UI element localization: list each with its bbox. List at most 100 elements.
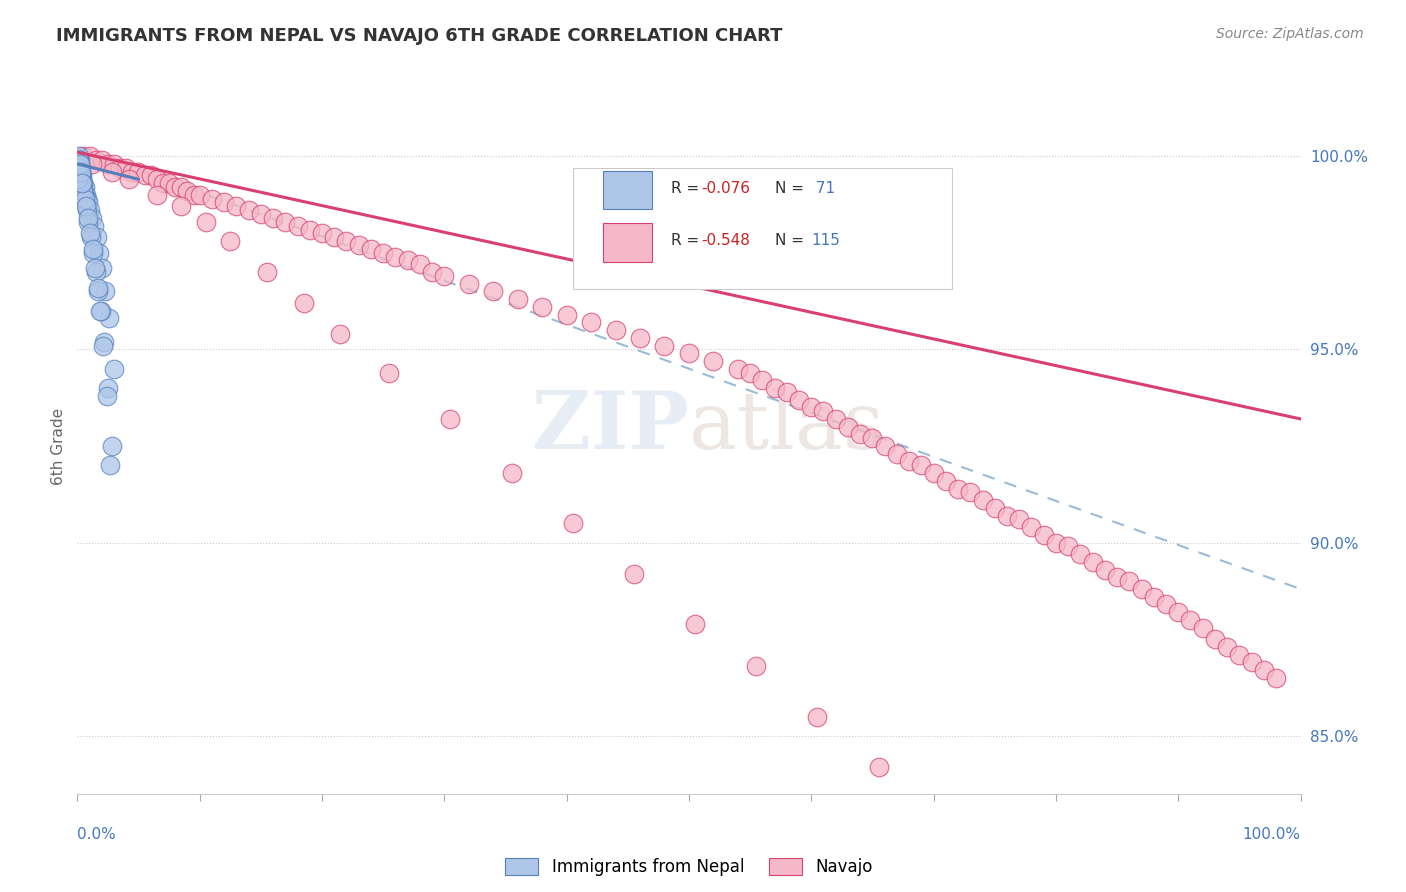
Point: [80, 211, 103, 225]
Point: [67, 149, 90, 163]
Point: [776, 384, 799, 399]
Point: [360, 242, 382, 256]
Point: [72, 184, 94, 198]
Point: [1021, 520, 1043, 534]
Point: [972, 493, 994, 508]
Point: [77, 195, 100, 210]
Point: [79, 227, 101, 241]
Point: [935, 474, 957, 488]
Point: [605, 323, 627, 337]
Point: [146, 172, 169, 186]
Point: [134, 169, 156, 183]
Point: [194, 215, 217, 229]
Point: [910, 458, 932, 473]
Point: [1204, 632, 1226, 647]
Point: [188, 187, 211, 202]
Point: [1167, 605, 1189, 619]
Point: [1191, 621, 1213, 635]
Point: [67, 157, 90, 171]
Point: [170, 180, 193, 194]
Point: [73, 180, 96, 194]
Point: [90, 153, 112, 167]
Point: [262, 211, 284, 225]
Point: [561, 516, 583, 531]
Text: ZIP: ZIP: [531, 388, 689, 466]
Bar: [603, 171, 652, 210]
Point: [118, 172, 141, 186]
Text: 0.0%: 0.0%: [77, 827, 117, 841]
Point: [886, 447, 908, 461]
Point: [75, 195, 97, 210]
Point: [1008, 512, 1031, 526]
Point: [745, 659, 768, 673]
Point: [396, 253, 419, 268]
Point: [76, 211, 98, 225]
Point: [76, 203, 98, 218]
Point: [256, 265, 278, 279]
Point: [1180, 613, 1202, 627]
Point: [96, 389, 118, 403]
Point: [378, 366, 401, 380]
Point: [165, 180, 187, 194]
Point: [89, 245, 111, 260]
Text: R =: R =: [671, 181, 704, 196]
Point: [1118, 574, 1140, 589]
Point: [409, 257, 432, 271]
Point: [371, 245, 394, 260]
Point: [75, 199, 97, 213]
Legend: Immigrants from Nepal, Navajo: Immigrants from Nepal, Navajo: [498, 851, 880, 882]
Point: [67, 169, 90, 183]
Point: [824, 412, 846, 426]
Point: [100, 439, 122, 453]
Point: [439, 412, 461, 426]
Point: [862, 431, 884, 445]
Point: [70, 176, 93, 190]
Text: 71: 71: [811, 181, 835, 196]
Point: [67, 161, 90, 175]
Text: -0.076: -0.076: [702, 181, 751, 196]
Text: -0.548: -0.548: [702, 233, 749, 248]
Point: [82, 245, 104, 260]
Point: [86, 230, 108, 244]
Point: [837, 419, 859, 434]
Bar: [603, 223, 652, 261]
Point: [1094, 563, 1116, 577]
Text: IMMIGRANTS FROM NEPAL VS NAVAJO 6TH GRADE CORRELATION CHART: IMMIGRANTS FROM NEPAL VS NAVAJO 6TH GRAD…: [56, 27, 783, 45]
Point: [555, 308, 578, 322]
Point: [457, 277, 479, 291]
Text: R =: R =: [671, 233, 704, 248]
Point: [1069, 547, 1091, 561]
Point: [94, 285, 117, 299]
Text: N =: N =: [775, 181, 808, 196]
Point: [751, 373, 773, 387]
Point: [1057, 540, 1080, 554]
Point: [238, 203, 260, 218]
Point: [1032, 528, 1054, 542]
Point: [311, 227, 333, 241]
Point: [628, 331, 651, 345]
Point: [70, 169, 93, 183]
Point: [1143, 590, 1166, 604]
Point: [86, 280, 108, 294]
Point: [170, 199, 193, 213]
Point: [152, 176, 174, 190]
Point: [84, 261, 107, 276]
Point: [1265, 671, 1288, 685]
Point: [70, 169, 93, 183]
Point: [1240, 656, 1263, 670]
Text: atlas: atlas: [689, 388, 884, 466]
Point: [922, 466, 945, 480]
Point: [274, 215, 297, 229]
Point: [66, 169, 89, 183]
Point: [76, 192, 98, 206]
Point: [115, 161, 138, 175]
Point: [201, 192, 224, 206]
Point: [250, 207, 273, 221]
Text: 115: 115: [811, 233, 841, 248]
Point: [183, 187, 205, 202]
Point: [100, 164, 122, 178]
Point: [79, 149, 101, 163]
Point: [323, 230, 346, 244]
FancyBboxPatch shape: [572, 168, 952, 289]
Point: [298, 222, 321, 236]
